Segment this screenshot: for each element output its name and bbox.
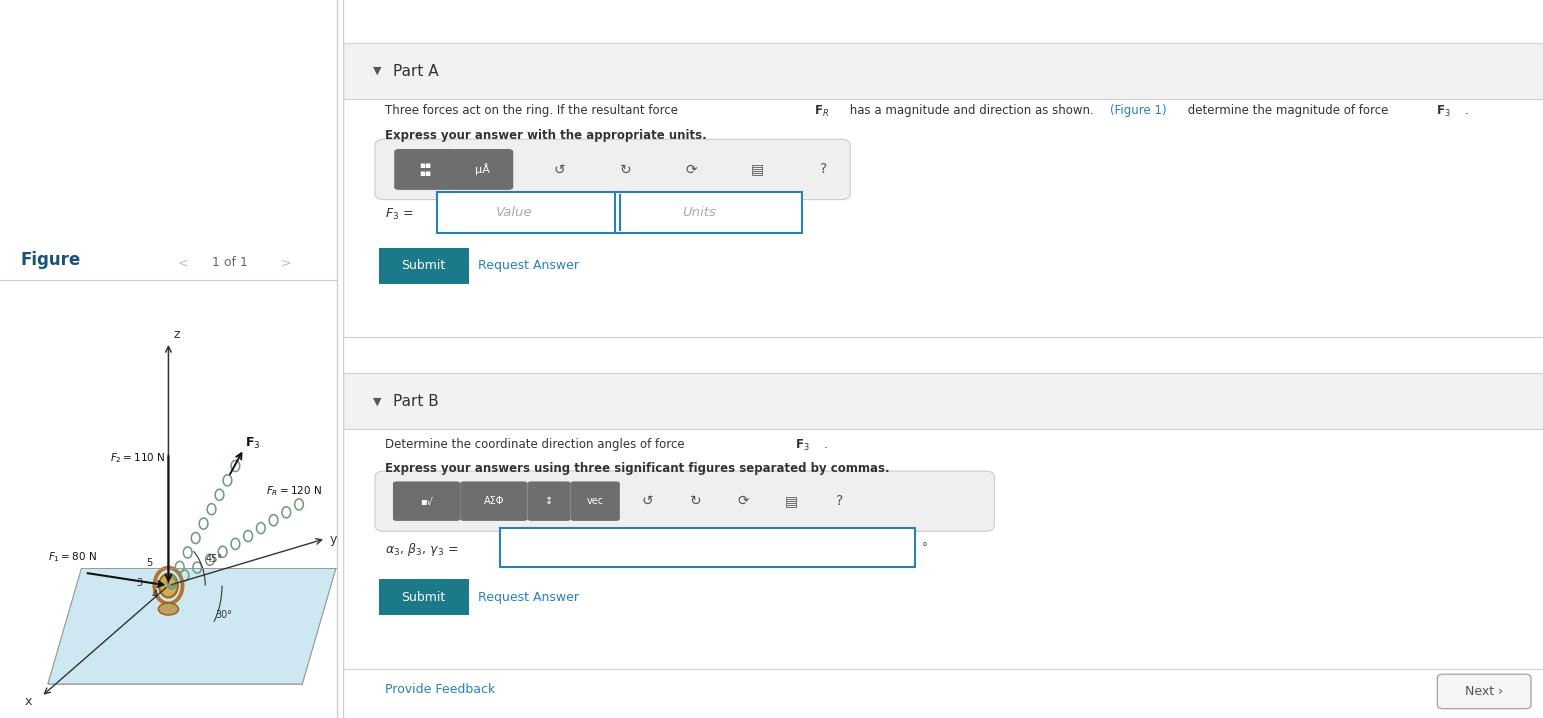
Text: ▤: ▤ [751,162,764,177]
Text: Express your answers using three significant figures separated by commas.: Express your answers using three signifi… [384,462,889,475]
Text: ▪√: ▪√ [420,496,434,506]
Circle shape [159,574,177,597]
Text: Units: Units [682,206,716,219]
Text: Part A: Part A [393,64,438,78]
FancyBboxPatch shape [460,482,528,521]
Text: ▤: ▤ [785,494,798,508]
Text: x: x [25,695,32,708]
Text: .: . [824,438,827,451]
Text: $\mathbf{F}_R$: $\mathbf{F}_R$ [815,104,830,119]
Text: Value: Value [495,206,532,219]
Text: Express your answer with the appropriate units.: Express your answer with the appropriate… [384,129,707,142]
Text: (Figure 1): (Figure 1) [1109,104,1167,117]
Text: 30°: 30° [216,610,233,620]
Text: $\mathbf{F}_3$: $\mathbf{F}_3$ [1437,104,1450,119]
FancyBboxPatch shape [343,43,1543,99]
FancyBboxPatch shape [393,149,457,190]
FancyBboxPatch shape [375,139,850,200]
Text: ?: ? [836,494,842,508]
FancyBboxPatch shape [378,248,469,284]
Text: vec: vec [586,496,603,506]
Text: >: > [281,256,292,269]
Text: z: z [173,328,181,341]
Text: Submit: Submit [401,591,446,604]
FancyBboxPatch shape [451,149,514,190]
Text: Determine the coordinate direction angles of force: Determine the coordinate direction angle… [384,438,688,451]
Text: $F_3\,=$: $F_3\,=$ [384,206,414,222]
FancyBboxPatch shape [528,482,571,521]
Text: ↻: ↻ [690,494,701,508]
Text: $\mathbf{F}_3$: $\mathbf{F}_3$ [245,436,261,451]
Text: y: y [329,533,336,546]
FancyBboxPatch shape [343,373,1543,429]
Text: <: < [177,256,188,269]
Text: ?: ? [821,162,827,177]
Text: Three forces act on the ring. If the resultant force: Three forces act on the ring. If the res… [384,104,682,117]
FancyBboxPatch shape [437,192,625,233]
Text: 45°: 45° [205,554,222,564]
Text: $F_1 = 80\ \mathrm{N}$: $F_1 = 80\ \mathrm{N}$ [48,550,97,564]
Text: ↺: ↺ [554,162,566,177]
Text: Submit: Submit [401,259,446,272]
FancyBboxPatch shape [571,482,620,521]
Text: $\alpha_3,\,\beta_3,\,\gamma_3\,=$: $\alpha_3,\,\beta_3,\,\gamma_3\,=$ [384,541,458,558]
Text: $F_2 = 110\ \mathrm{N}$: $F_2 = 110\ \mathrm{N}$ [110,452,165,465]
FancyBboxPatch shape [375,471,994,531]
Text: Next ›: Next › [1466,685,1503,698]
Text: °: ° [923,541,929,554]
Text: 3: 3 [137,577,143,587]
Text: Provide Feedback: Provide Feedback [384,683,495,696]
Text: ΑΣΦ: ΑΣΦ [483,496,505,506]
Ellipse shape [159,603,179,615]
Text: 4: 4 [151,589,157,600]
Text: 1 of 1: 1 of 1 [213,256,248,269]
Text: $\mathbf{F}_3$: $\mathbf{F}_3$ [795,438,810,453]
Text: 5: 5 [147,559,153,569]
Text: ⟳: ⟳ [738,494,750,508]
Text: ⟳: ⟳ [687,162,697,177]
Text: has a magnitude and direction as shown.: has a magnitude and direction as shown. [846,104,1094,117]
FancyBboxPatch shape [378,579,469,615]
Text: ▼: ▼ [372,66,381,76]
Text: ↻: ↻ [620,162,631,177]
FancyBboxPatch shape [393,482,460,521]
Text: μÅ: μÅ [475,164,489,175]
Text: determine the magnitude of force: determine the magnitude of force [1183,104,1392,117]
Text: Figure: Figure [20,251,80,269]
Text: ↕: ↕ [545,496,552,506]
FancyBboxPatch shape [1438,674,1531,709]
Text: $F_R = 120\ \mathrm{N}$: $F_R = 120\ \mathrm{N}$ [265,484,321,498]
Text: Part B: Part B [393,394,438,409]
Text: .: . [1464,104,1469,117]
Text: ▪▪
▪▪: ▪▪ ▪▪ [420,161,432,178]
Polygon shape [48,569,336,684]
FancyBboxPatch shape [500,528,915,567]
Text: ↺: ↺ [642,494,653,508]
FancyBboxPatch shape [616,192,802,233]
Text: ▼: ▼ [372,396,381,406]
Text: Request Answer: Request Answer [478,591,579,604]
Text: Request Answer: Request Answer [478,259,579,272]
